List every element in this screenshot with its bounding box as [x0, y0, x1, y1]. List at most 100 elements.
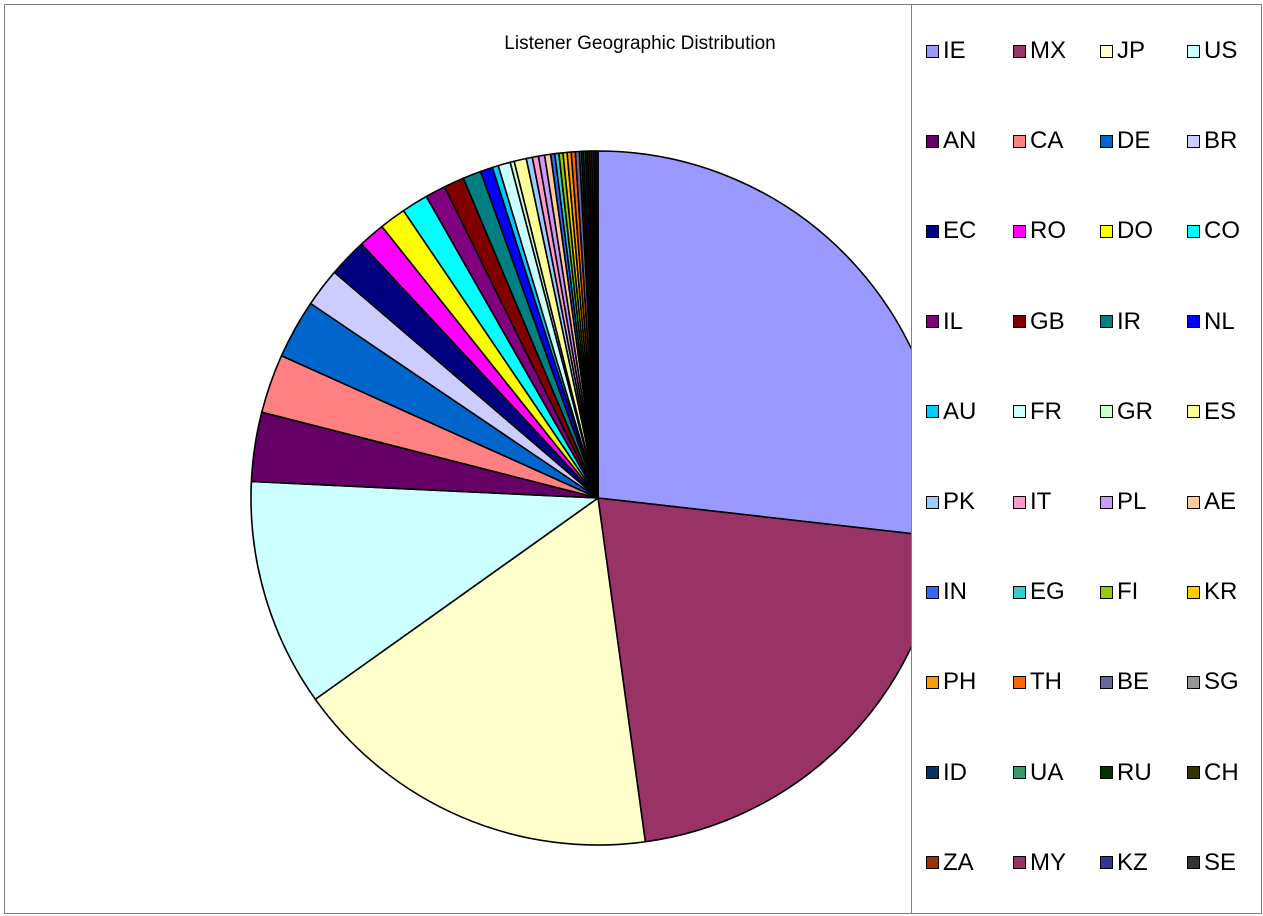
legend-item-se: SE [1187, 848, 1236, 878]
legend-item-gb: GB [1013, 307, 1065, 337]
legend-swatch [926, 405, 939, 419]
legend-label: FI [1117, 578, 1139, 606]
legend-swatch [1100, 134, 1113, 148]
legend-item-eg: EG [1013, 577, 1065, 607]
legend-swatch [926, 315, 939, 329]
legend-label: AN [943, 127, 977, 155]
legend-label: EG [1030, 578, 1065, 606]
pie-slice-se [595, 150, 599, 499]
legend-item-it: IT [1013, 487, 1051, 517]
legend-item-gr: GR [1100, 397, 1153, 427]
legend-label: KZ [1117, 848, 1148, 876]
legend-label: UA [1030, 758, 1064, 786]
legend-label: GB [1030, 307, 1065, 335]
legend-item-sg: SG [1187, 667, 1239, 697]
legend-label: BE [1117, 668, 1150, 696]
legend-item-fr: FR [1013, 397, 1062, 427]
legend-item-id: ID [926, 758, 967, 788]
legend-swatch [1100, 495, 1113, 509]
legend-swatch [926, 856, 939, 870]
legend-item-de: DE [1100, 126, 1150, 156]
legend-item-es: ES [1187, 397, 1236, 427]
legend-label: FR [1030, 397, 1062, 425]
legend-item-ua: UA [1013, 758, 1063, 788]
legend-item-ie: IE [926, 36, 966, 66]
legend-label: IN [943, 578, 967, 606]
legend-swatch [926, 44, 939, 58]
legend-swatch [1187, 766, 1200, 780]
legend-swatch [1013, 675, 1026, 689]
legend-swatch [1013, 585, 1026, 599]
legend-item-be: BE [1100, 667, 1149, 697]
legend-item-us: US [1187, 36, 1237, 66]
legend-item-ro: RO [1013, 216, 1066, 246]
legend-item-il: IL [926, 307, 963, 337]
legend-swatch [1100, 405, 1113, 419]
legend-swatch [926, 766, 939, 780]
legend-swatch [1013, 856, 1026, 870]
legend-swatch [1013, 134, 1026, 148]
legend-item-nl: NL [1187, 307, 1235, 337]
legend-item-pk: PK [926, 487, 975, 517]
legend-label: MX [1030, 37, 1066, 64]
legend-swatch [1187, 856, 1200, 870]
legend-label: ZA [943, 848, 974, 876]
legend-swatch [1187, 675, 1200, 689]
legend-item-in: IN [926, 577, 967, 607]
legend-label: PK [943, 488, 976, 515]
legend-swatch [1187, 134, 1200, 148]
legend-label: PH [943, 668, 977, 696]
pie-chart [250, 150, 946, 846]
legend-item-th: TH [1013, 667, 1062, 697]
legend-item-za: ZA [926, 848, 974, 878]
legend-swatch [926, 224, 939, 238]
legend-label: RO [1030, 217, 1066, 245]
legend-label: ID [943, 758, 967, 786]
legend-item-ru: RU [1100, 758, 1152, 788]
legend-label: CO [1204, 217, 1240, 245]
legend-label: PL [1117, 488, 1147, 515]
legend-label: IL [943, 307, 964, 335]
pie-slice-jp [314, 497, 647, 846]
legend-item-do: DO [1100, 216, 1153, 246]
chart-title: Listener Geographic Distribution [504, 33, 776, 54]
legend-item-ec: EC [926, 216, 976, 246]
legend-label: JP [1117, 37, 1146, 64]
legend: IE MX JP US AN CA DE BR EC RO DO CO IL GB IR NL AU FR GR ES… [911, 5, 1261, 913]
legend-label: SE [1204, 848, 1237, 876]
legend-item-jp: JP [1100, 36, 1145, 66]
legend-item-ae: AE [1187, 487, 1236, 517]
legend-label: AE [1204, 488, 1237, 515]
legend-item-an: AN [926, 126, 976, 156]
legend-swatch [1100, 315, 1113, 329]
legend-swatch [1013, 224, 1026, 238]
legend-item-ph: PH [926, 667, 976, 697]
legend-swatch [1187, 224, 1200, 238]
legend-label: EC [943, 217, 977, 245]
legend-label: BR [1204, 127, 1238, 155]
legend-swatch [1013, 495, 1026, 509]
legend-label: RU [1117, 758, 1152, 786]
legend-item-kr: KR [1187, 577, 1237, 607]
legend-item-kz: KZ [1100, 848, 1148, 878]
legend-label: IE [943, 37, 966, 64]
legend-swatch [1100, 44, 1113, 58]
legend-item-my: MY [1013, 848, 1066, 878]
legend-label: ES [1204, 397, 1237, 425]
legend-label: SG [1204, 668, 1239, 696]
legend-swatch [1013, 766, 1026, 780]
legend-swatch [1013, 44, 1026, 58]
legend-swatch [1187, 405, 1200, 419]
legend-item-ir: IR [1100, 307, 1141, 337]
legend-item-ch: CH [1187, 758, 1239, 788]
legend-swatch [926, 134, 939, 148]
legend-label: CH [1204, 758, 1239, 786]
legend-swatch [1187, 585, 1200, 599]
legend-item-fi: FI [1100, 577, 1138, 607]
legend-swatch [1100, 766, 1113, 780]
legend-item-co: CO [1187, 216, 1240, 246]
legend-swatch [1100, 856, 1113, 870]
legend-label: GR [1117, 397, 1153, 425]
legend-swatch [1187, 44, 1200, 58]
legend-swatch [1187, 315, 1200, 329]
